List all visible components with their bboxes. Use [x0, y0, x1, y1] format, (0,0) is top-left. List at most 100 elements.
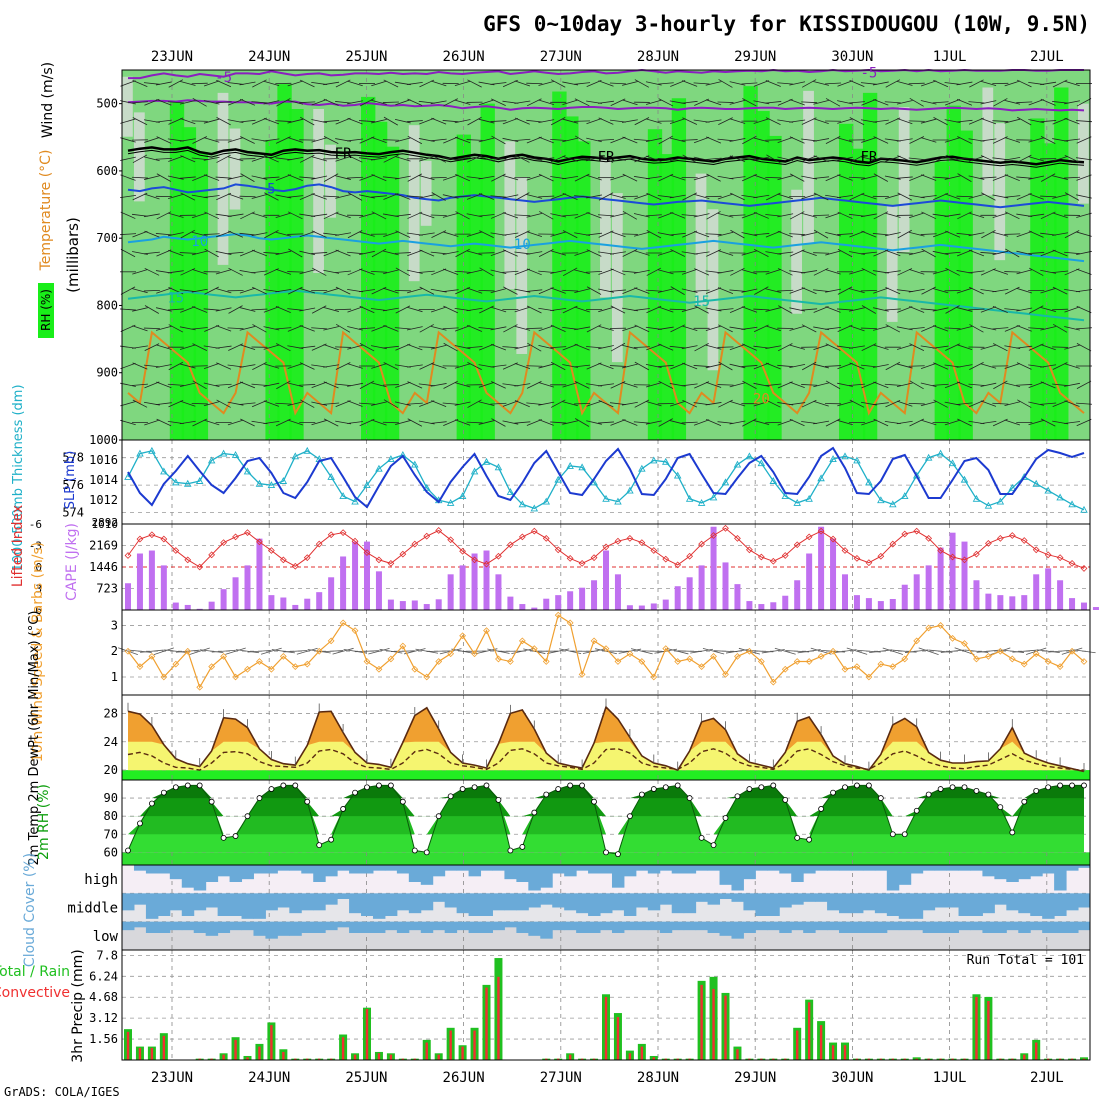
wind-barb — [431, 154, 447, 163]
wind-barb — [598, 383, 614, 387]
wind-barb — [909, 380, 924, 390]
wind-barb — [144, 156, 160, 162]
wind-barb — [287, 324, 303, 332]
wind-barb — [836, 308, 854, 311]
wind-barb — [1004, 99, 1021, 105]
wind-barb — [502, 420, 519, 425]
pressure-tick-label: 1000 — [89, 433, 118, 447]
cloud-bar-high — [420, 865, 434, 885]
wind-barb — [347, 138, 364, 142]
cloud-bar-middle — [600, 893, 613, 914]
wind-barb — [311, 175, 328, 180]
wind-barb — [908, 402, 925, 405]
wind-barb — [765, 399, 781, 408]
wind-barb — [622, 210, 638, 220]
wind-barb — [860, 364, 877, 368]
wind-barb — [1004, 271, 1021, 273]
wind-barb — [287, 419, 304, 426]
wind-barb — [861, 156, 877, 162]
cloud-bar-high — [707, 865, 721, 871]
cloud-bar-high — [623, 865, 637, 877]
lifted-index-point — [746, 546, 753, 554]
wind-barb — [741, 365, 758, 367]
cloud-bar-high — [361, 865, 374, 874]
wind-barb — [490, 326, 507, 331]
thickness-point — [685, 494, 694, 502]
lifted-index-point — [423, 532, 431, 540]
wind-barb — [179, 289, 196, 293]
thickness-frame — [121, 439, 1091, 525]
wind-barb — [430, 214, 447, 216]
wind-barb — [300, 116, 315, 126]
wind-barb — [860, 82, 877, 85]
cloud-bar-low — [1018, 921, 1031, 933]
wind-barb — [921, 248, 936, 258]
rh-dry-tongue — [707, 209, 719, 371]
wind-barb — [633, 308, 650, 311]
wind-barb — [239, 402, 256, 405]
wind-barb — [897, 229, 912, 239]
wind-speed-point — [650, 673, 658, 681]
wind-barb — [993, 98, 1008, 107]
wind-barb — [872, 81, 889, 86]
precip-convective-bar — [341, 1037, 345, 1060]
rh-moist-plume — [958, 130, 973, 440]
wind-barb — [370, 195, 387, 198]
cloud-bar-middle — [564, 893, 577, 911]
wind-barb-10m — [225, 647, 246, 655]
wind-barb — [276, 98, 291, 107]
wind-barb — [622, 325, 638, 332]
rh-point — [603, 849, 609, 856]
wind-barb — [359, 98, 375, 107]
wind-barb — [562, 230, 578, 239]
wind-barb — [239, 119, 256, 123]
wind-barb — [861, 267, 877, 276]
cloud-bar-high — [970, 865, 983, 871]
rh-point — [495, 796, 502, 803]
lifted-index-point — [399, 550, 407, 558]
wind-barb — [526, 194, 543, 199]
precip-convective-bar — [628, 1053, 632, 1060]
cloud-bar-middle — [695, 893, 709, 902]
rh-point — [411, 847, 418, 854]
wind-barb — [1040, 249, 1056, 257]
wind-barb — [706, 211, 721, 220]
precip-convective-bar — [796, 1030, 799, 1060]
wind-barb — [610, 136, 626, 144]
wind-barb — [419, 286, 435, 295]
wind-barb — [753, 400, 770, 407]
wind-barb — [418, 346, 435, 348]
wind-barb — [370, 271, 387, 273]
wind-barb — [848, 345, 865, 349]
cloud-bar-high — [886, 865, 900, 891]
cape-bar — [543, 598, 550, 610]
wind-barb — [203, 118, 220, 124]
wind-barb — [598, 325, 614, 331]
wind-barb — [848, 176, 865, 179]
cloud-bar-high — [564, 865, 577, 877]
wind-barb — [896, 252, 913, 254]
rh-dry-tongue — [791, 189, 802, 314]
wind-barb — [203, 382, 220, 388]
wind-barb — [801, 324, 817, 333]
wind-barb — [216, 399, 231, 408]
thickness-point — [411, 460, 419, 468]
wind-barb — [860, 327, 877, 330]
precip-total-bar — [1080, 1057, 1088, 1060]
wind-barb — [479, 230, 494, 239]
slp-tick-label: 1014 — [89, 473, 118, 487]
cape-bar — [830, 538, 837, 610]
wind-barb — [968, 383, 985, 386]
cloud-bar-high — [181, 865, 195, 888]
wind-barb-10m — [343, 648, 367, 654]
wind-barb — [550, 269, 567, 274]
wind-barb — [431, 117, 447, 125]
wind-barb — [681, 100, 698, 104]
wind-barb — [633, 213, 650, 218]
wind-barb — [502, 212, 519, 219]
wind-speed-point — [375, 665, 383, 673]
wind-speed-point — [793, 658, 801, 665]
wind-barb — [980, 80, 997, 87]
wind-barb — [1052, 155, 1068, 162]
cloud-bar-high — [874, 865, 888, 871]
